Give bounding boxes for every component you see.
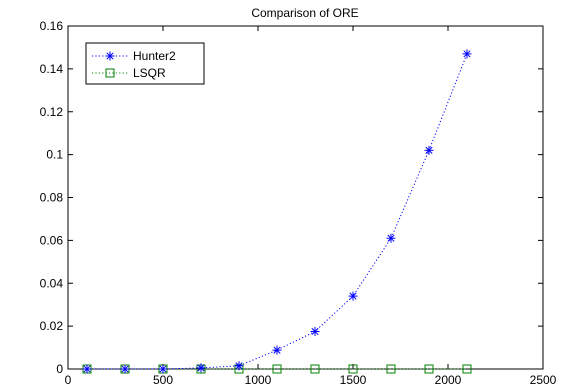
asterisk-stroke	[311, 327, 319, 336]
x-tick-label: 1500	[340, 373, 367, 387]
asterisk-stroke	[463, 50, 471, 58]
asterisk-stroke	[159, 365, 167, 373]
hunter2-point	[272, 345, 282, 355]
axis-ticks: 0 500 1000 1500 2000 2500 0 0.02 0.04 0.06 0.08 0.1…	[40, 19, 557, 387]
x-tick-label: 2500	[530, 373, 557, 387]
legend-label-hunter2: Hunter2	[133, 49, 176, 63]
asterisk-stroke	[106, 52, 114, 60]
hunter2-point	[386, 233, 396, 243]
hunter2-point	[424, 145, 434, 155]
y-tick-label: 0.08	[40, 191, 64, 205]
x-tick-label: 1000	[245, 373, 272, 387]
hunter2-point	[196, 363, 206, 373]
asterisk-stroke	[83, 365, 91, 373]
hunter2-point	[348, 291, 358, 301]
hunter2-point	[462, 49, 472, 59]
legend: Hunter2 LSQR	[85, 42, 205, 85]
chart-title: Comparison of ORE	[251, 6, 358, 20]
y-tick-label: 0.12	[40, 105, 64, 119]
series-markers	[82, 49, 472, 374]
x-tick-label: 500	[153, 373, 173, 387]
asterisk-stroke	[349, 292, 357, 300]
lsqr-point	[272, 364, 282, 374]
hunter2-point	[310, 326, 320, 336]
asterisk-stroke	[387, 234, 395, 242]
lsqr-point	[386, 364, 396, 374]
x-tick-label: 0	[65, 373, 72, 387]
lsqr-point	[310, 364, 320, 374]
y-tick-label: 0.02	[40, 319, 64, 333]
y-tick-label: 0.06	[40, 233, 64, 247]
y-tick-label: 0.1	[46, 148, 63, 162]
lsqr-point	[462, 364, 472, 374]
asterisk-stroke	[197, 364, 205, 372]
asterisk-stroke	[273, 346, 281, 354]
hunter2-point	[234, 361, 244, 371]
asterisk-stroke	[121, 365, 129, 373]
legend-label-lsqr: LSQR	[133, 66, 166, 80]
y-tick-label: 0.04	[40, 276, 64, 290]
asterisk-stroke	[425, 146, 433, 154]
series-lines	[87, 53, 468, 370]
hunter2-point	[158, 364, 168, 374]
y-tick-label: 0.16	[40, 19, 64, 33]
lsqr-point	[424, 364, 434, 374]
x-tick-label: 2000	[435, 373, 462, 387]
hunter2-line	[87, 53, 468, 370]
hunter2-point	[82, 364, 92, 374]
hunter2-point	[120, 364, 130, 374]
y-tick-label: 0.14	[40, 62, 64, 76]
legend-marker-hunter2	[105, 51, 115, 61]
asterisk-stroke	[235, 362, 243, 370]
legend-marker-lsqr	[105, 68, 115, 78]
y-tick-label: 0	[56, 362, 63, 376]
lsqr-point	[348, 364, 358, 374]
